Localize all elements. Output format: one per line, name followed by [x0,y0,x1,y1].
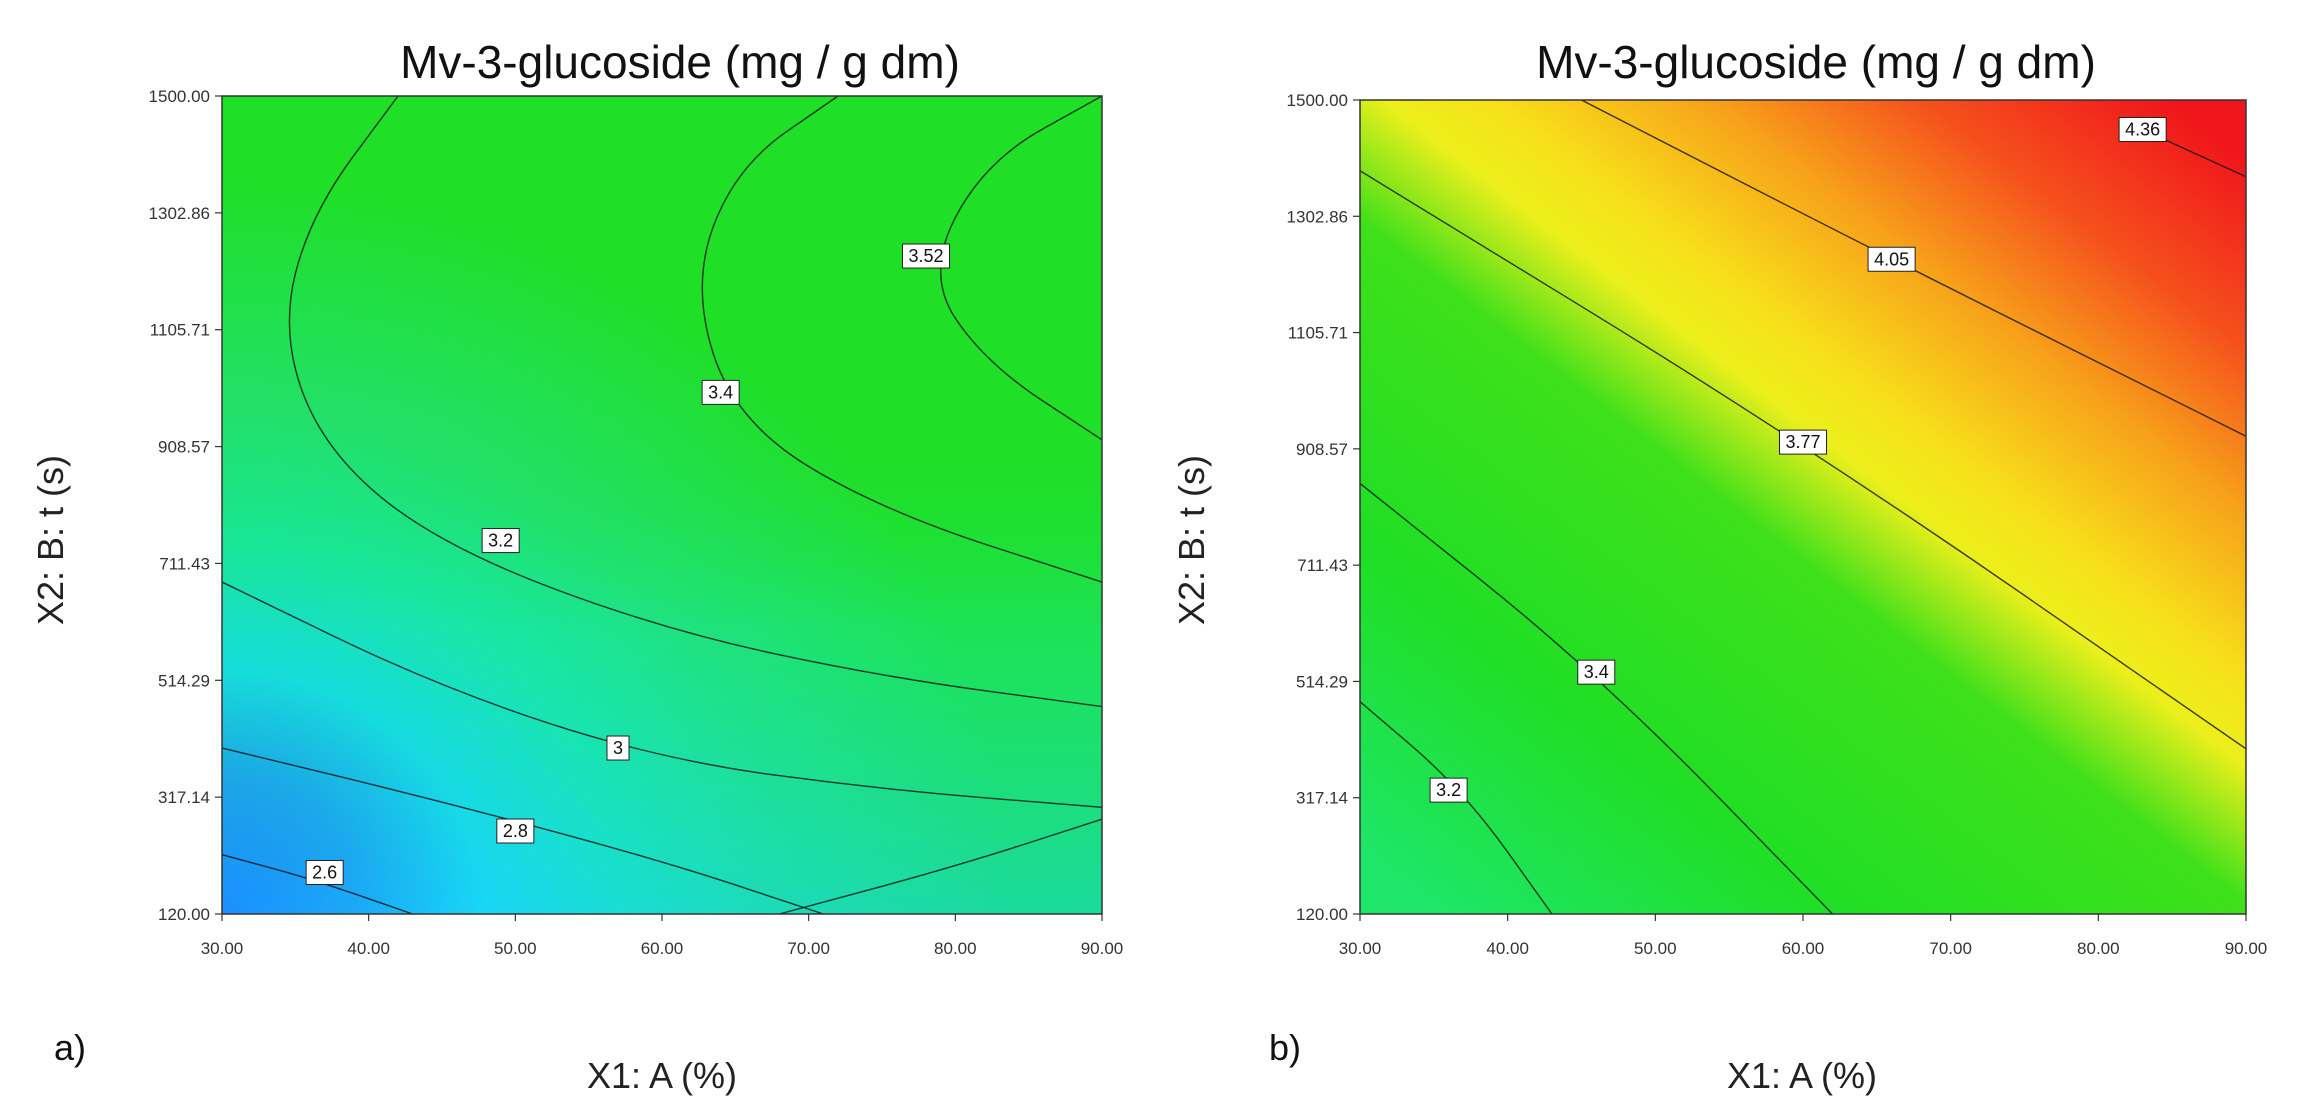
contour-line [288,95,1103,708]
contour-label-text: 3.52 [908,246,943,266]
x-tick-label: 70.00 [1929,939,1972,958]
contour-line [221,854,413,915]
heatmap-overlay [222,96,1102,914]
contour-line [701,95,1103,583]
chart-title: Mv-3-glucoside (mg / g dm) [1536,36,2096,88]
contour-label-box [1867,246,1916,272]
heatmap-fill [1360,100,2246,914]
contour-line [779,818,1103,915]
contour-label-text: 4.05 [1874,249,1909,269]
y-tick-label: 514.29 [158,671,210,690]
contour-label-text: 3.4 [708,382,733,402]
plot-area: 3.2 3.4 3.77 4.05 4.36 30.00 40.00 50.00 60.00 70… [1287,91,2268,958]
contour-label: 3.4 [701,379,740,405]
x-tick-label: 40.00 [1486,939,1529,958]
contour-label: 3.52 [901,243,951,269]
x-tick-label: 50.00 [494,939,537,958]
contour-label: 3.2 [1429,777,1468,803]
contour-label-box [701,379,740,405]
y-tick-label: 1500.00 [149,87,210,106]
x-tick-label: 30.00 [1339,939,1382,958]
contour-line [1359,170,2247,750]
y-tick-label: 711.43 [1297,556,1348,575]
contour-line [221,581,1103,809]
contour-label: 4.36 [2118,116,2167,142]
contour-label-box [901,243,951,269]
panel-a: Mv-3-glucoside (mg / g dm) X2: B: t (s) … [30,36,1123,1096]
contour-label: 3 [606,735,630,761]
plot-area: 2.6 2.8 3 3.2 3.4 3.52 30.00 40.00 50.00 60.00 70.… [149,87,1124,958]
contour-line [1359,701,1553,915]
x-tick-label: 80.00 [2077,939,2120,958]
contour-label: 3.2 [481,528,520,554]
contour-line [221,747,824,915]
y-tick-label: 1500.00 [1287,91,1348,110]
x-tick-label: 70.00 [787,939,830,958]
contour-label-box [1577,659,1616,685]
y-tick-label: 1105.71 [1288,324,1348,343]
contour-line [940,95,1103,441]
contour-label-box [305,860,344,886]
x-axis-label: X1: A (%) [1727,1055,1877,1096]
x-tick-label: 80.00 [934,939,977,958]
y-tick-label: 908.57 [1296,440,1348,459]
y-tick-label: 1105.71 [150,321,210,340]
contour-label: 2.6 [305,860,344,886]
contour-label-text: 2.8 [503,821,528,841]
x-tick-label: 90.00 [1081,939,1124,958]
contour-label-text: 3.77 [1785,432,1820,452]
panel-tag: b) [1269,1027,1301,1068]
y-tick-label: 1302.86 [1287,207,1348,226]
x-tick-label: 40.00 [347,939,390,958]
x-axis-label: X1: A (%) [587,1055,737,1096]
contour-label: 2.8 [496,818,535,844]
x-tick-label: 60.00 [1782,939,1825,958]
contour-label-box [1778,429,1828,455]
panel-tag: a) [54,1027,86,1068]
y-tick-label: 908.57 [158,438,210,457]
chart-title: Mv-3-glucoside (mg / g dm) [400,36,960,88]
contour-label: 4.05 [1867,246,1916,272]
contour-label-box [2118,116,2167,142]
contour-label-box [606,735,630,761]
contour-label-text: 3 [613,738,623,758]
panel-b: Mv-3-glucoside (mg / g dm) X2: B: t (s) … [1171,36,2267,1096]
contour-line [1581,99,2247,437]
x-tick-label: 50.00 [1634,939,1677,958]
y-tick-label: 711.43 [159,554,210,573]
x-tick-label: 90.00 [2225,939,2268,958]
contour-label-text: 3.4 [1584,662,1609,682]
y-tick-label: 317.14 [158,788,210,807]
y-tick-label: 1302.86 [149,204,210,223]
contour-label-text: 3.2 [488,531,513,551]
contour-label-text: 2.6 [312,863,337,883]
y-axis-label: X2: B: t (s) [30,455,71,625]
y-tick-label: 317.14 [1296,789,1348,808]
contour-label-box [481,528,520,554]
contour-label-text: 4.36 [2125,119,2160,139]
y-tick-label: 514.29 [1296,672,1348,691]
contour-label-text: 3.2 [1436,780,1461,800]
x-tick-label: 60.00 [641,939,684,958]
contour-label-box [496,818,535,844]
x-tick-label: 30.00 [201,939,244,958]
contour-label: 3.77 [1778,429,1828,455]
y-tick-label: 120.00 [158,905,210,924]
contour-label-box [1429,777,1468,803]
contour-label: 3.4 [1577,659,1616,685]
contour-line [1359,482,1834,915]
y-axis-label: X2: B: t (s) [1171,455,1212,625]
y-tick-label: 120.00 [1296,905,1348,924]
